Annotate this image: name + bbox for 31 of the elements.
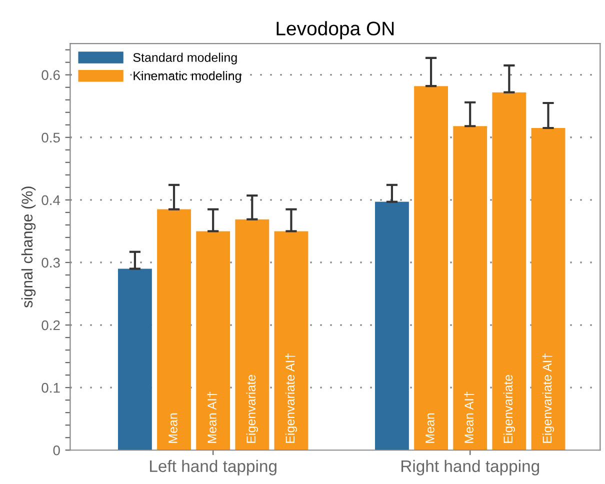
y-tick-label: 0	[53, 445, 60, 456]
bar	[118, 268, 152, 450]
annotation: Kinematic modeling	[134, 71, 241, 83]
series-label: Eigenvariate	[246, 374, 258, 443]
bar	[492, 92, 526, 450]
y-tick-label: 0.6	[42, 70, 60, 80]
bar	[414, 86, 448, 450]
text: Eigenvariate AI†	[542, 354, 554, 443]
series-label: Eigenvariate AI†	[285, 354, 298, 443]
series-label: Mean	[168, 413, 178, 443]
legend-label: Standard modeling	[133, 52, 237, 64]
bar	[235, 219, 270, 450]
y-tick-label: 0.4	[42, 195, 60, 206]
bar	[453, 126, 488, 450]
y-tick-label: 0.1	[42, 382, 60, 393]
bar	[196, 231, 230, 450]
y-axis-title: signal change (%)	[21, 186, 36, 308]
text: Eigenvariate	[503, 374, 515, 443]
bar	[375, 202, 409, 450]
bar	[157, 209, 191, 450]
chart-title: Levodopa ON	[276, 21, 394, 40]
text: Mean	[426, 413, 434, 443]
y-tick-label: 0.3	[42, 258, 60, 268]
x-tick-label: Left hand tapping	[150, 460, 276, 476]
series-label: Mean AI†	[207, 392, 218, 443]
y-tick-label: 0.5	[42, 132, 60, 143]
bar	[531, 128, 566, 450]
y-tick-label: 0.2	[42, 320, 60, 330]
bar	[274, 231, 308, 450]
x-tick-label: Right hand tapping	[402, 460, 539, 476]
text: Mean AI†	[464, 392, 474, 443]
